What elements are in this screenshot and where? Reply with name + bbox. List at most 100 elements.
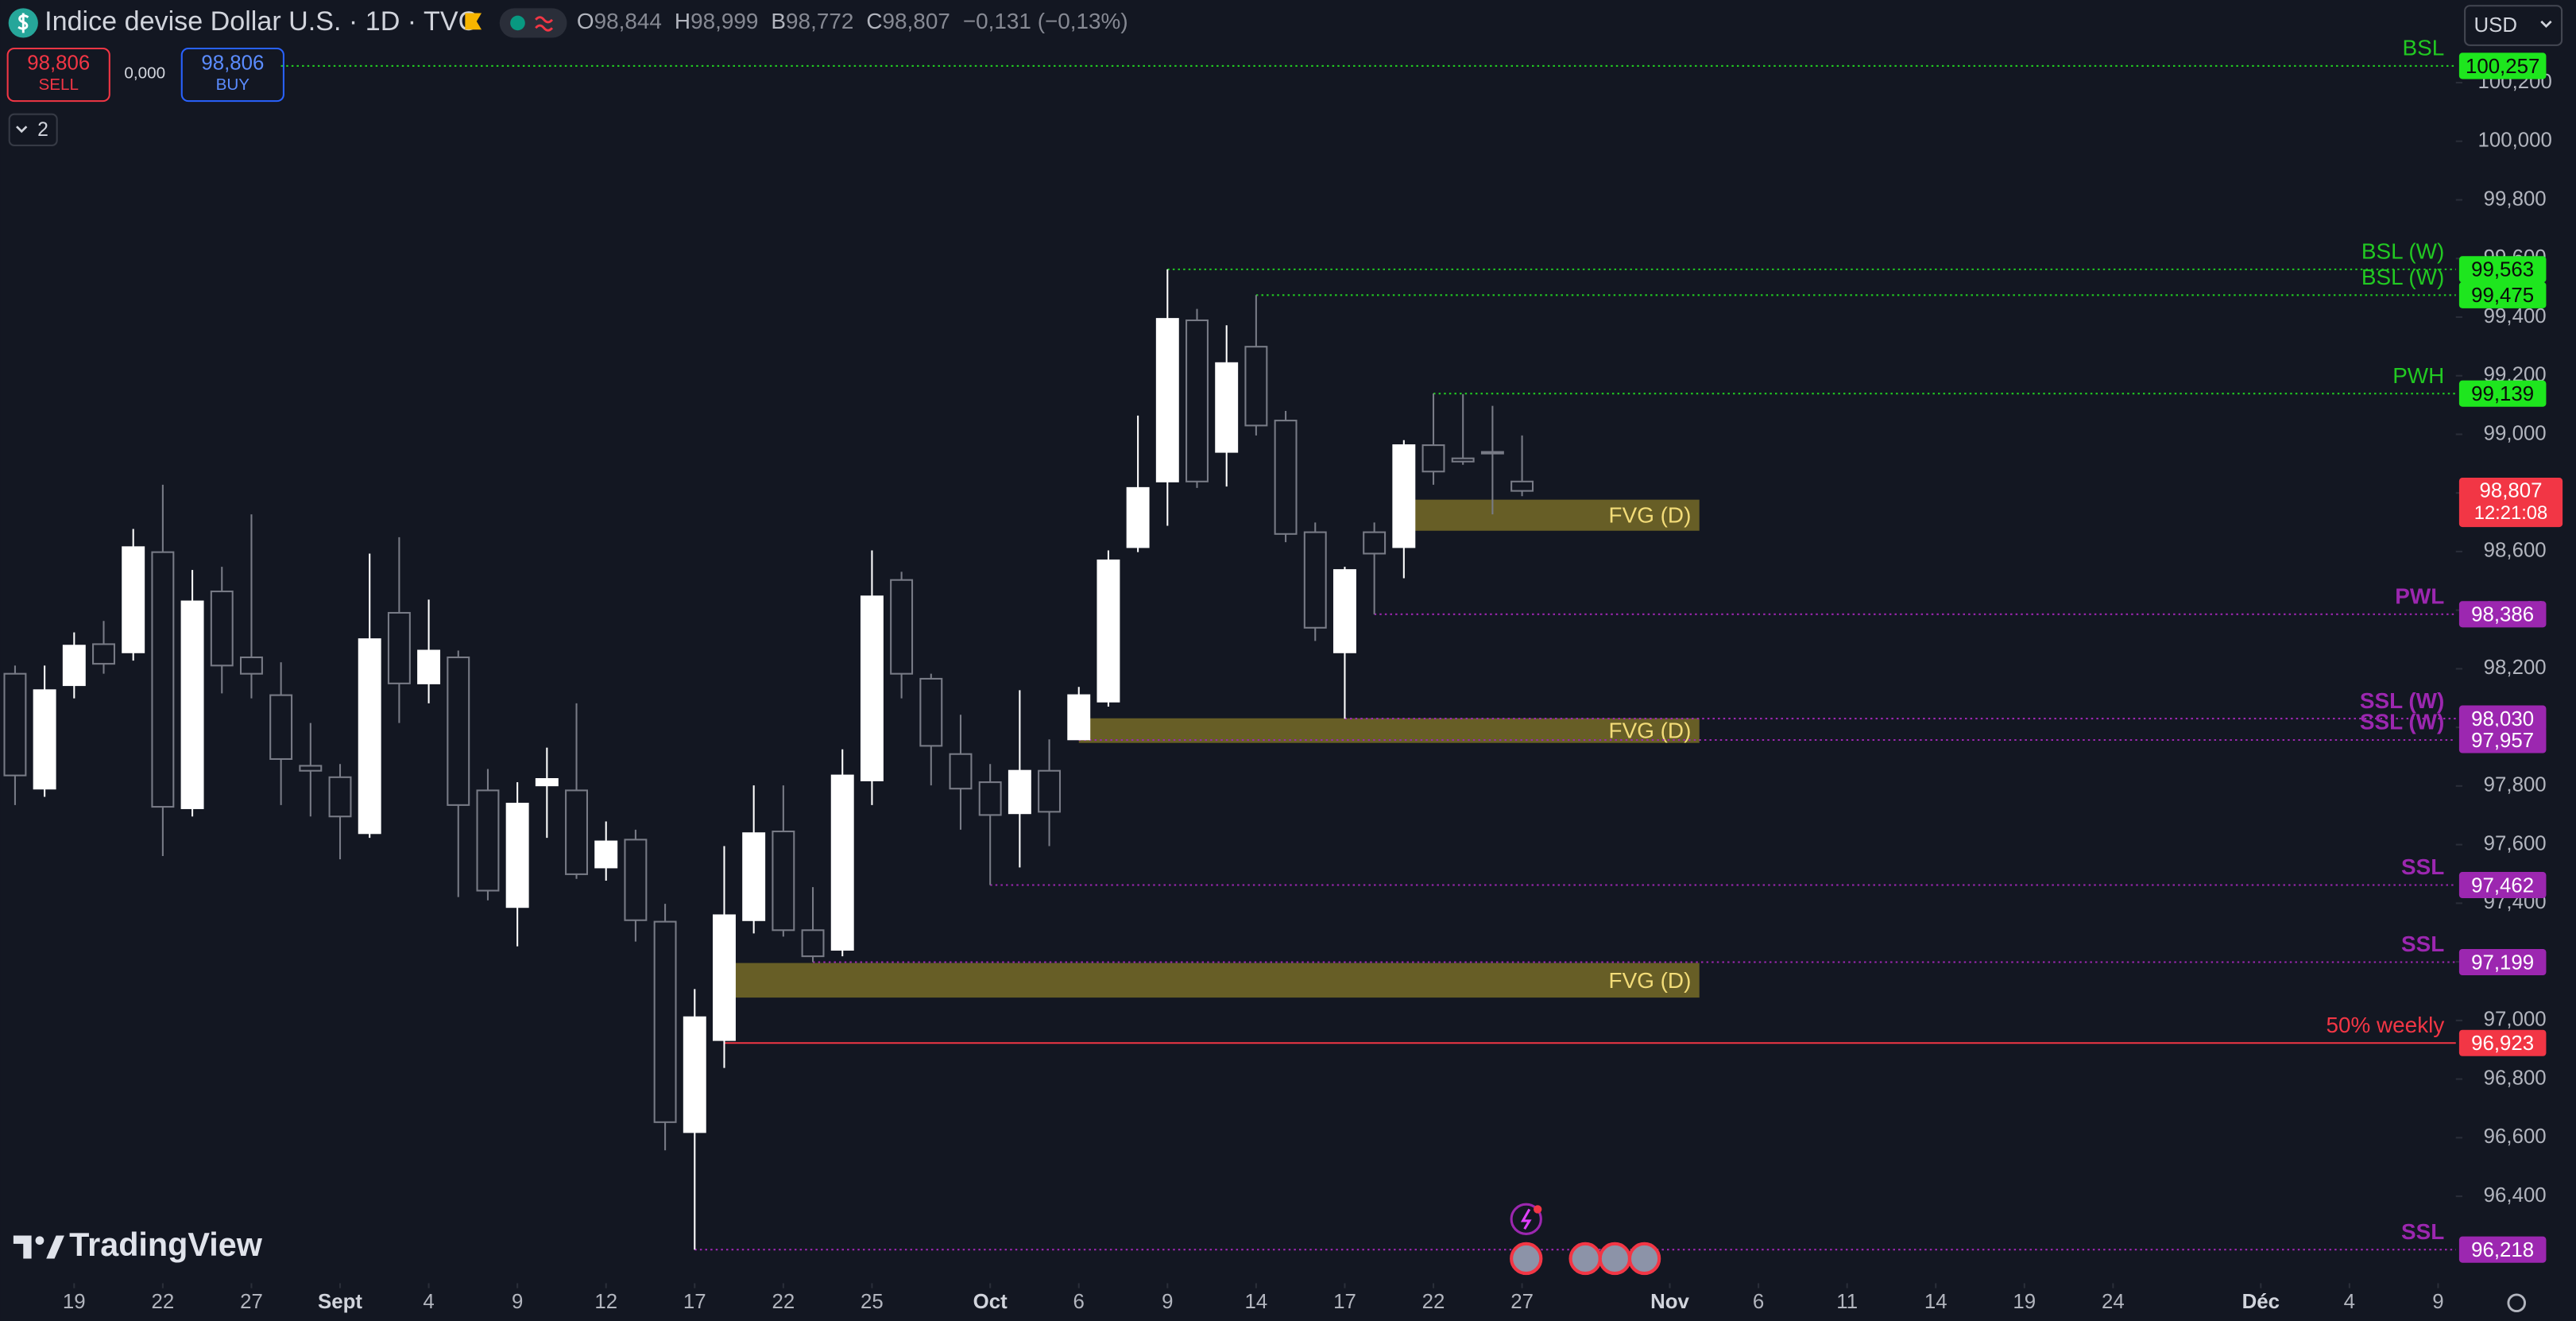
x-tick-label: 9: [2432, 1291, 2443, 1313]
x-tick-label: 4: [2344, 1291, 2355, 1313]
candle-body: [1244, 346, 1268, 427]
candle-body: [505, 802, 529, 908]
currency: USD: [2474, 14, 2517, 37]
ohlc-key: C: [866, 9, 882, 33]
buy-price: 98,806: [201, 52, 264, 74]
y-tick-label: 98,200: [2484, 657, 2547, 679]
candle-body: [387, 611, 411, 684]
level-label: 50% weekly: [2326, 1013, 2444, 1037]
level-label: PWL: [2395, 584, 2444, 609]
candle-body: [92, 643, 115, 665]
flag-icon[interactable]: [465, 13, 482, 30]
candle-body: [62, 645, 86, 687]
level-tag-label: 97,199: [2471, 951, 2534, 974]
y-tick-label: 99,000: [2484, 422, 2547, 444]
candle-body: [683, 1016, 706, 1133]
candle-body: [269, 694, 293, 761]
candle-body: [122, 546, 145, 653]
event-flag[interactable]: [1627, 1242, 1661, 1276]
price-tags: 100,25799,56399,47599,13998,38698,03097,…: [2458, 52, 2563, 1263]
symbol-title[interactable]: Indice devise Dollar U.S. · 1D · TVC: [44, 6, 478, 37]
level-tag: [2458, 256, 2547, 283]
candle-body: [1186, 319, 1209, 482]
y-tick-label: 96,600: [2484, 1125, 2547, 1148]
candle-body: [1510, 480, 1534, 492]
x-tick-label: 11: [1836, 1291, 1858, 1313]
candle-body: [3, 672, 27, 777]
sell-price: 98,806: [27, 52, 90, 74]
candle-body: [1038, 769, 1062, 813]
event-icon[interactable]: [1510, 1203, 1542, 1235]
event-flag[interactable]: [1510, 1242, 1543, 1276]
symbol-icon-glyph: [17, 13, 29, 33]
candle-body: [653, 920, 677, 1123]
event-icon-glyph: [1520, 1208, 1532, 1230]
candle-body: [890, 579, 914, 675]
level-label: BSL (W): [2361, 239, 2444, 264]
event-flag[interactable]: [1598, 1242, 1632, 1276]
ohlc: O98,844 H98,999 B98,772 C98,807 −0,131 (…: [577, 9, 1128, 33]
x-tick-label: 6: [1753, 1291, 1764, 1313]
last-price-tag: [2458, 478, 2563, 528]
x-tick-label: 9: [512, 1291, 523, 1313]
buy-button[interactable]: [180, 47, 284, 103]
candle-body: [742, 832, 766, 921]
level-tag-label: 97,957: [2471, 730, 2534, 752]
sell-button[interactable]: [6, 47, 110, 103]
candle-body: [447, 656, 470, 806]
level-label: PWH: [2392, 363, 2444, 388]
candle-body: [1097, 559, 1120, 703]
level-tag-label: 96,923: [2471, 1032, 2534, 1055]
x-tick-label: 4: [423, 1291, 434, 1313]
candle-body: [772, 831, 795, 932]
y-tick-label: 99,400: [2484, 305, 2547, 327]
candle-body: [1392, 444, 1416, 548]
candle-body: [1008, 769, 1031, 815]
candle-body: [919, 677, 943, 747]
x-tick-label: 25: [861, 1291, 884, 1313]
candle-body: [33, 689, 56, 790]
ohlc-value: 98,807: [883, 9, 950, 33]
level-label: SSL: [2401, 1219, 2444, 1244]
candle-body: [180, 600, 204, 809]
fvg-label: FVG (D): [1609, 968, 1692, 993]
level-label: SSL: [2401, 854, 2444, 879]
level-tag: [2458, 281, 2547, 308]
level-label: SSL (W): [2360, 710, 2444, 734]
candle-body: [1274, 420, 1298, 535]
candle-body: [1363, 531, 1387, 555]
level-tag-label: 100,257: [2466, 56, 2539, 78]
status-pill[interactable]: [499, 8, 567, 38]
logo-mark: [35, 1236, 44, 1245]
indicators-toggle[interactable]: [8, 113, 58, 146]
candles: [3, 269, 1534, 1250]
candle-body: [328, 776, 352, 818]
candle-body: [713, 914, 736, 1041]
countdown: 12:21:08: [2474, 502, 2548, 524]
candle-body: [978, 781, 1002, 816]
spread: 0,000: [124, 64, 165, 82]
candle-body: [151, 551, 175, 808]
candle-body: [1067, 694, 1091, 741]
back-layer: FVG (D) FVG (D) FVG (D) BSL BSL (W)BSL (W) PW…: [280, 36, 2456, 1251]
candle-body: [949, 753, 973, 790]
ohlc-value: 98,999: [690, 9, 758, 33]
candle-body: [1480, 451, 1504, 455]
candle-body: [358, 638, 381, 835]
fvg-label: FVG (D): [1609, 719, 1692, 743]
level-tag: [2458, 726, 2547, 753]
candle-body: [1332, 569, 1356, 653]
level-label: SSL: [2401, 932, 2444, 956]
settings-icon[interactable]: [2507, 1293, 2527, 1313]
candle-body: [476, 789, 500, 892]
level-tag: [2458, 1236, 2547, 1263]
logo-mark: [13, 1235, 64, 1259]
x-tick-label: Nov: [1650, 1291, 1689, 1313]
level-tag: [2458, 601, 2547, 628]
y-tick-label: 100,000: [2477, 130, 2551, 152]
event-flag[interactable]: [1568, 1242, 1602, 1276]
currency-select[interactable]: [2464, 5, 2563, 46]
x-tick-label: 24: [2102, 1291, 2125, 1313]
